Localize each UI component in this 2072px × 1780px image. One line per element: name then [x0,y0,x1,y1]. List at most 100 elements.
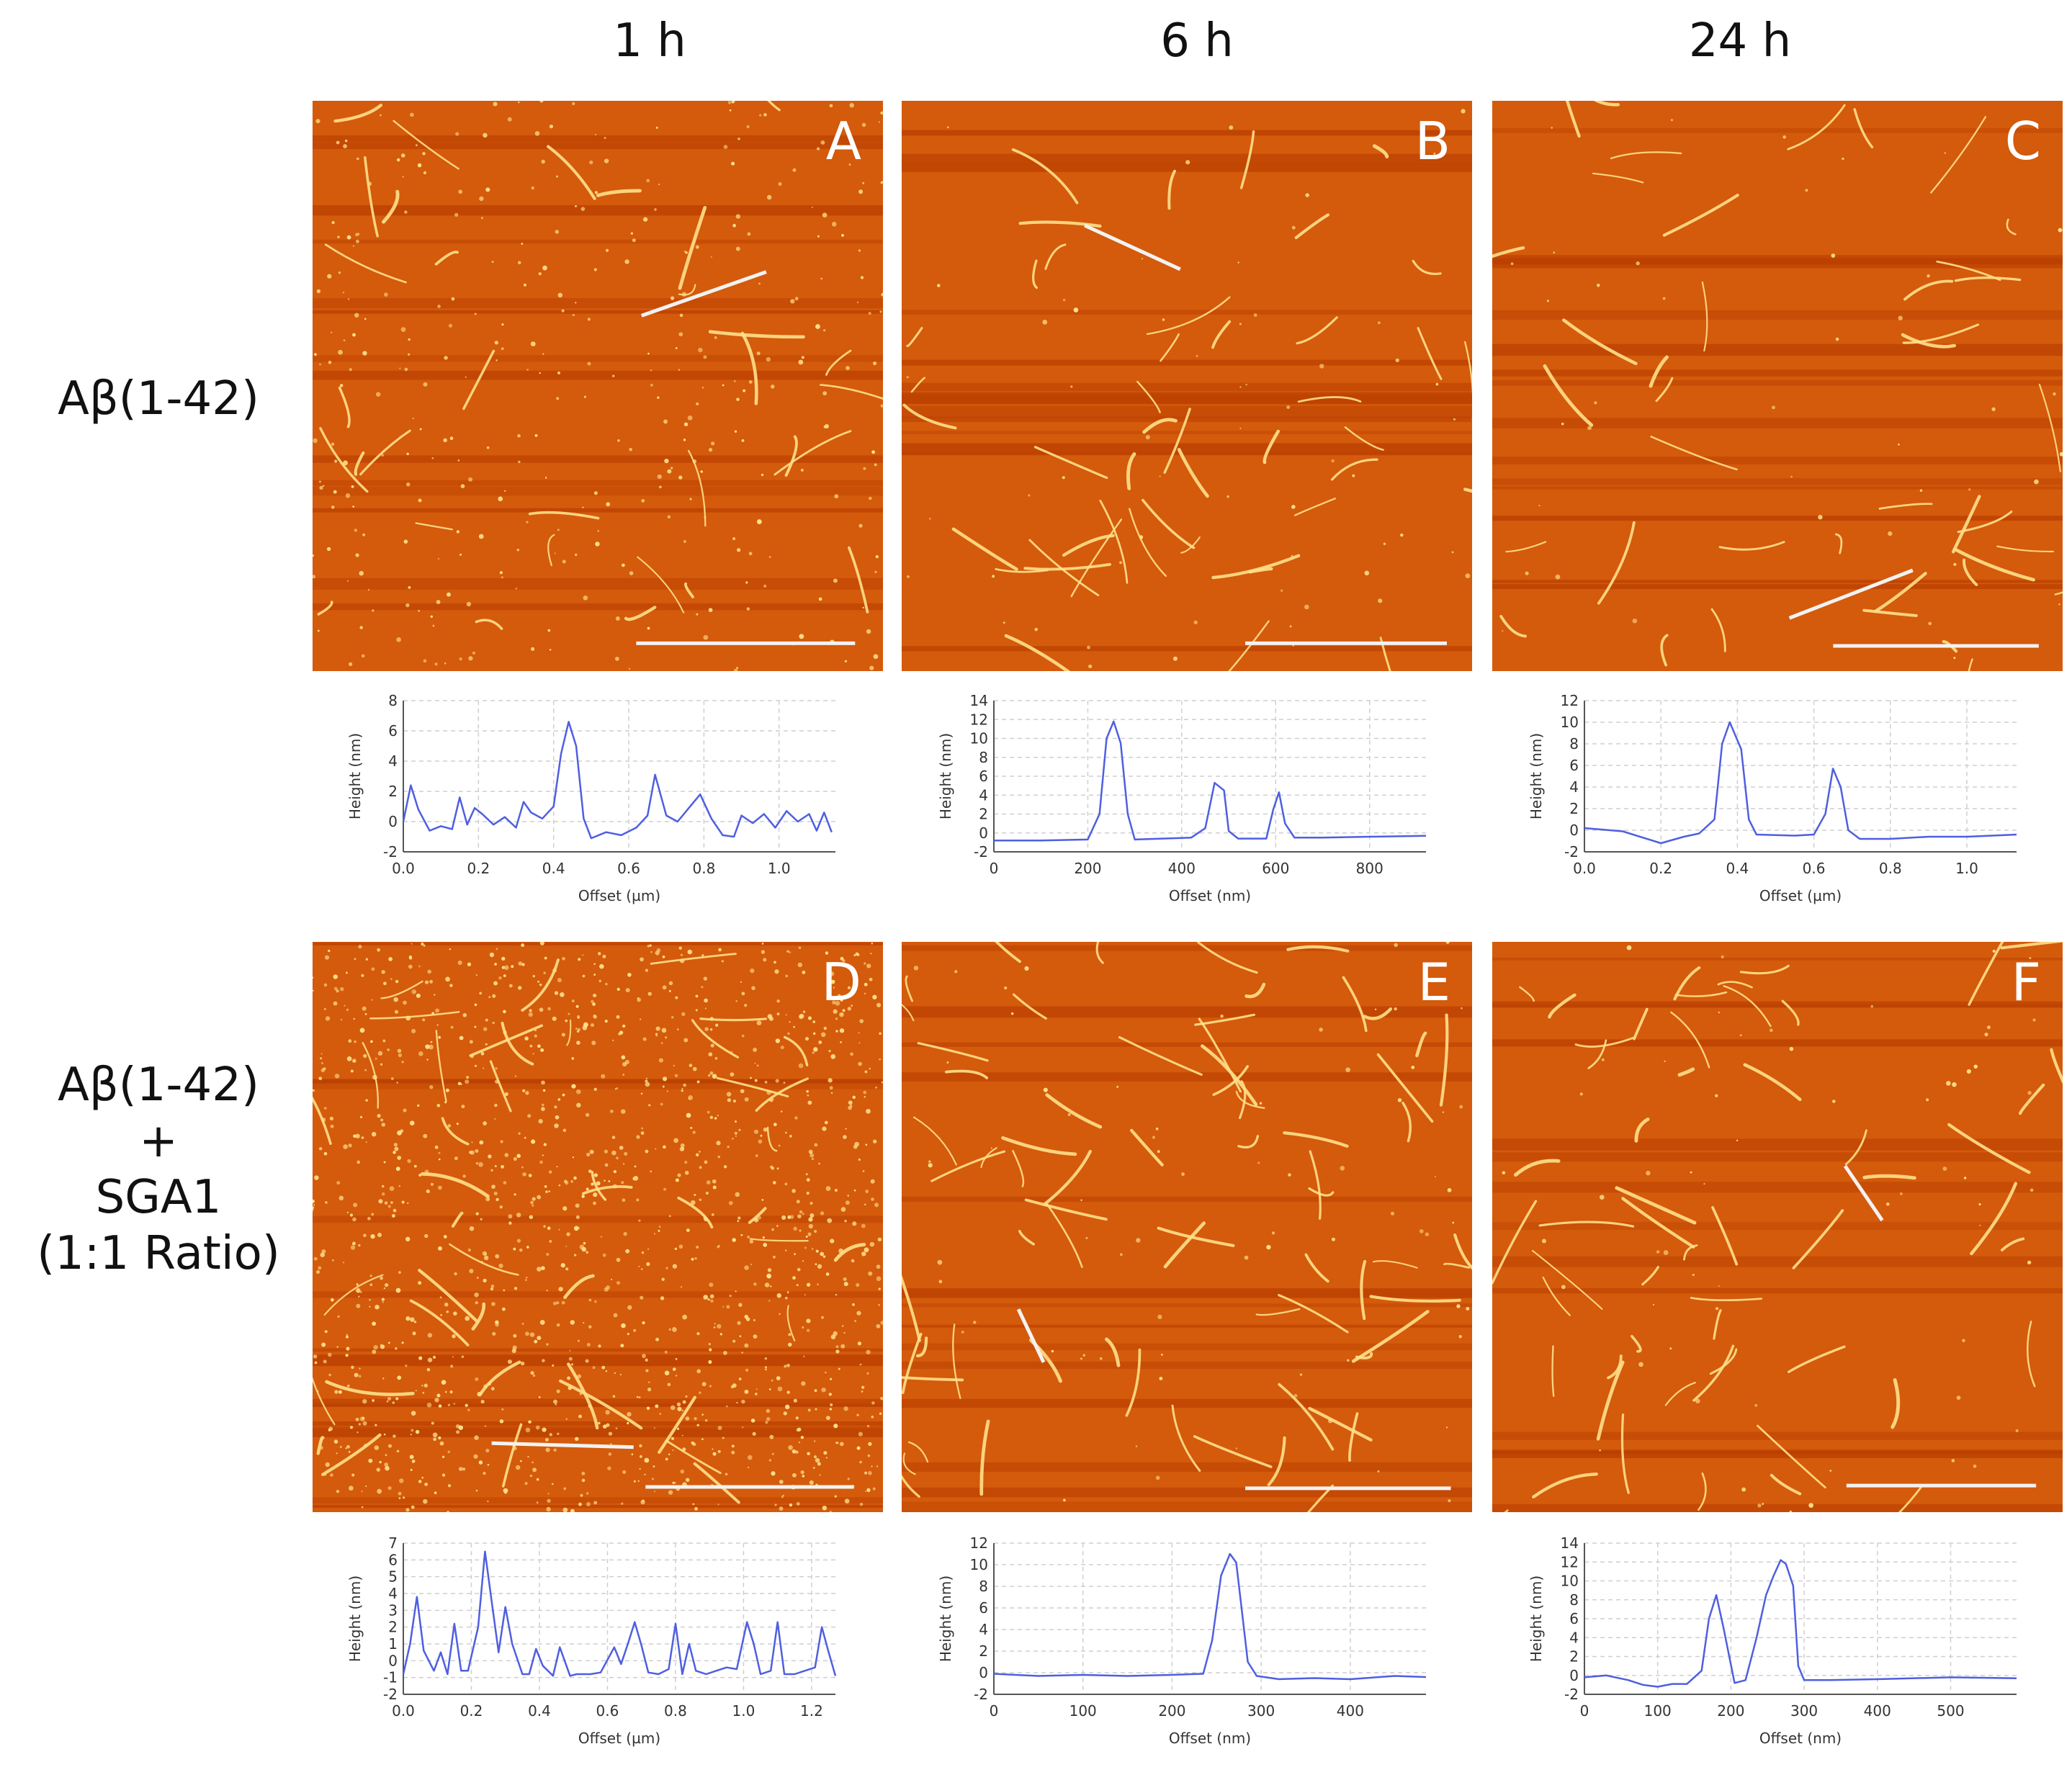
particle-dot [761,1198,764,1201]
fibril [825,349,852,376]
particle-dot [748,552,753,556]
particle-dot [670,296,675,300]
particle-dot [1502,630,1504,632]
particle-dot [423,382,428,387]
particle-dot [771,1379,773,1382]
particle-dot [454,1156,458,1161]
fibril [1565,101,1581,138]
particle-dot [1157,1150,1160,1154]
particle-dot [735,214,741,219]
particle-dot [614,1372,616,1375]
fibril [1951,495,1981,554]
particle-dot [808,1217,813,1222]
particle-dot [712,1448,714,1450]
x-tick-label: 0 [990,860,999,877]
y-tick-label: 0 [979,1664,988,1681]
particle-dot [703,976,708,981]
particle-dot [573,1254,577,1257]
particle-dot [323,983,328,987]
particle-dot [817,1283,819,1286]
particle-dot [830,1239,835,1244]
particle-dot [708,1360,712,1365]
scan-line-streak [1492,418,2063,428]
particle-dot [621,1055,626,1060]
particle-dot [745,1368,749,1372]
particle-dot [1067,1113,1071,1116]
afm-image-d: D [313,942,883,1512]
fibril [359,429,411,476]
fibril [1372,144,1389,159]
particle-dot [1928,621,1932,626]
fibril [323,1274,384,1316]
particle-dot [530,1200,534,1205]
fibril [1587,1039,1607,1069]
particle-dot [438,1151,441,1154]
particle-dot [404,367,408,372]
particle-dot [659,1413,661,1415]
particle-dot [518,986,522,990]
particle-dot [333,1001,338,1006]
particle-dot [1638,1362,1643,1367]
fibril [1308,1406,1373,1442]
fibril [1167,169,1177,210]
particle-dot [654,208,657,211]
particle-dot [529,1475,532,1478]
particle-dot [554,991,559,995]
particle-dot [328,1426,333,1431]
fibril [2006,218,2017,235]
scan-line-streak [1492,516,2063,521]
particle-dot [632,238,636,243]
particle-dot [557,1432,560,1435]
scan-line-streak [902,1324,1472,1328]
fibril [566,1019,572,1046]
particle-dot [538,1396,541,1398]
fibril [380,980,423,999]
particle-dot [513,1157,517,1161]
fibril [1963,558,1978,586]
particle-dot [762,1236,766,1239]
particle-dot [624,1059,630,1065]
fibril [1363,1007,1393,1020]
particle-dot [646,1262,650,1267]
afm-image-d-svg [313,942,883,1512]
particle-dot [468,477,473,482]
particle-dot [372,1349,377,1354]
particle-dot [359,1028,365,1033]
particle-dot [806,1191,809,1195]
particle-dot [1718,1011,1720,1014]
particle-dot [674,1074,678,1078]
particle-dot [681,1409,684,1412]
particle-dot [2034,479,2039,485]
particle-dot [655,126,658,129]
particle-dot [346,1056,352,1061]
fibril [833,1242,866,1262]
y-tick-label: 6 [388,1551,398,1568]
particle-dot [346,1384,350,1388]
particle-dot [820,1032,826,1038]
particle-dot [823,1451,828,1455]
particle-dot [483,1027,488,1031]
particle-dot [435,1008,440,1013]
particle-dot [710,1043,714,1048]
particle-dot [723,145,728,149]
profile-series-line [402,1550,837,1677]
particle-dot [1754,1403,1758,1407]
particle-dot [361,654,365,658]
particle-dot [423,659,427,663]
particle-dot [424,1233,429,1239]
particle-dot [587,318,591,321]
particle-dot [338,1390,342,1394]
particle-dot [527,1114,532,1118]
fibril [1641,1266,1659,1286]
particle-dot [662,956,665,958]
particle-dot [1119,561,1122,565]
particle-dot [775,1079,779,1083]
particle-dot [1080,1357,1082,1360]
particle-dot [534,1034,537,1038]
scan-line-streak [1492,127,2063,133]
particle-dot [1551,127,1553,129]
x-axis-label: Offset (nm) [1169,1730,1251,1747]
particle-dot [358,1295,360,1298]
particle-dot [454,1272,457,1276]
particle-dot [491,1185,495,1189]
